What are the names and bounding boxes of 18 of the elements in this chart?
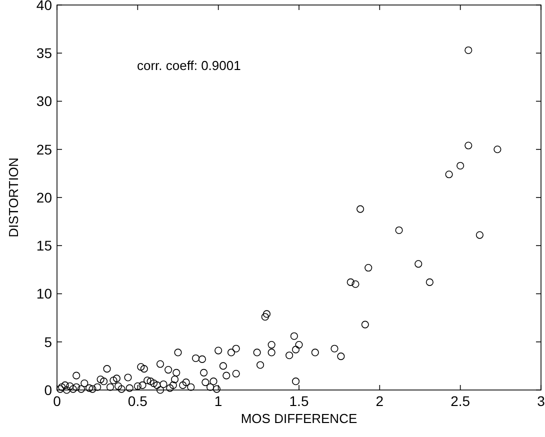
x-axis-title: MOS DIFFERENCE (240, 411, 358, 426)
y-axis-title: DISTORTION (6, 158, 21, 238)
y-tick-label: 35 (36, 45, 52, 62)
y-tick-label: 20 (36, 189, 52, 206)
y-tick-label: 15 (36, 238, 52, 254)
y-tick-label: 40 (36, 0, 52, 13)
x-tick-label: 2.5 (450, 393, 470, 409)
y-tick-label: 10 (36, 286, 52, 302)
y-tick-label: 25 (36, 141, 52, 158)
y-tick-label: 5 (44, 334, 52, 350)
x-tick-label: 1 (214, 393, 222, 409)
y-tick-label: 0 (44, 382, 52, 398)
x-tick-label: 3 (537, 393, 545, 409)
annotation: corr. coeff: 0.9001 (137, 58, 241, 73)
x-tick-label: 1.5 (289, 393, 309, 409)
y-tick-label: 30 (36, 93, 52, 110)
x-tick-label: 0.5 (128, 393, 148, 409)
x-tick-label: 2 (376, 393, 384, 409)
